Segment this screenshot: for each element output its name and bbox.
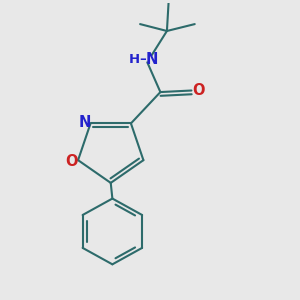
Text: N: N (79, 115, 91, 130)
Text: O: O (65, 154, 78, 169)
Text: N: N (146, 52, 158, 67)
Text: H: H (129, 53, 140, 66)
Text: –: – (140, 53, 146, 66)
Text: O: O (192, 83, 205, 98)
